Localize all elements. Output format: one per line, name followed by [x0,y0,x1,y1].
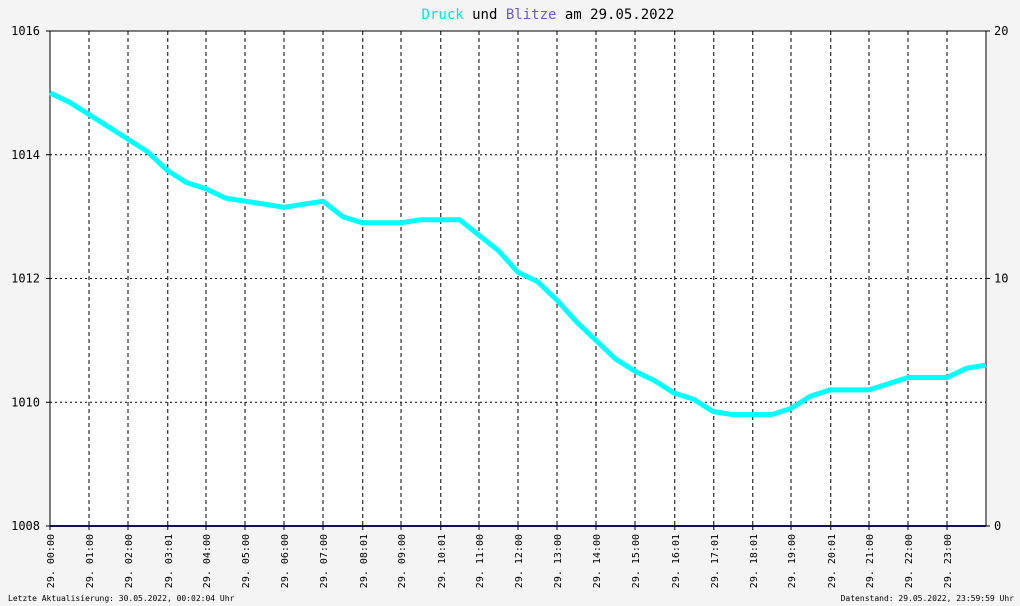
y-left-tick-label: 1010 [11,395,40,409]
x-tick-label: 29. 21:00 [865,534,876,588]
y-left-tick-label: 1016 [11,24,40,38]
x-tick-label: 29. 02:00 [124,534,135,588]
x-tick-label: 29. 06:00 [280,534,291,588]
y-axis-left: 1016 1014 1012 1010 1008 [11,24,50,533]
grid-lines [50,31,986,526]
x-tick-label: 29. 03:01 [164,534,175,588]
x-tick-label: 29. 20:01 [827,534,838,588]
x-tick-label: 29. 07:00 [319,534,330,588]
x-tick-label: 29. 12:00 [514,534,525,588]
y-right-tick-label: 20 [994,24,1008,38]
y-axis-right: 20 10 0 [986,24,1008,533]
title-druck: Druck [422,7,465,23]
x-tick-label: 29. 22:00 [904,534,915,588]
title-date: am 29.05.2022 [556,7,674,23]
series-line-druck [48,90,987,418]
x-tick-label: 29. 17:01 [710,534,721,588]
y-left-tick-label: 1014 [11,148,40,162]
x-tick-label: 29. 10:01 [437,534,448,588]
x-tick-label: 29. 19:00 [787,534,798,588]
x-tick-label: 29. 04:00 [202,534,213,588]
footer-last-update: Letzte Aktualisierung: 30.05.2022, 00:02… [8,594,235,603]
y-right-tick-label: 10 [994,272,1008,286]
x-tick-label: 29. 15:00 [631,534,642,588]
title-und: und [464,7,506,23]
footer-data-status: Datenstand: 29.05.2022, 23:59:59 Uhr [841,594,1015,603]
x-tick-label: 29. 09:00 [397,534,408,588]
x-tick-label: 29. 14:00 [592,534,603,588]
x-tick-label: 29. 00:00 [46,534,57,588]
x-tick-label: 29. 16:01 [671,534,682,588]
title-blitze: Blitze [506,7,557,23]
x-axis: 29. 00:00 29. 01:00 29. 02:00 29. 03:01 29. … [46,526,954,588]
chart-title: Druck und Blitze am 29.05.2022 [422,7,675,23]
x-tick-label: 29. 13:00 [553,534,564,588]
x-tick-label: 29. 23:00 [943,534,954,588]
x-tick-label: 29. 05:00 [241,534,252,588]
y-left-tick-label: 1012 [11,272,40,286]
x-tick-label: 29. 18:01 [749,534,760,588]
x-tick-label: 29. 01:00 [85,534,96,588]
y-left-tick-label: 1008 [11,519,40,533]
y-right-tick-label: 0 [994,519,1001,533]
x-tick-label: 29. 08:01 [359,534,370,588]
x-tick-label: 29. 11:00 [475,534,486,588]
